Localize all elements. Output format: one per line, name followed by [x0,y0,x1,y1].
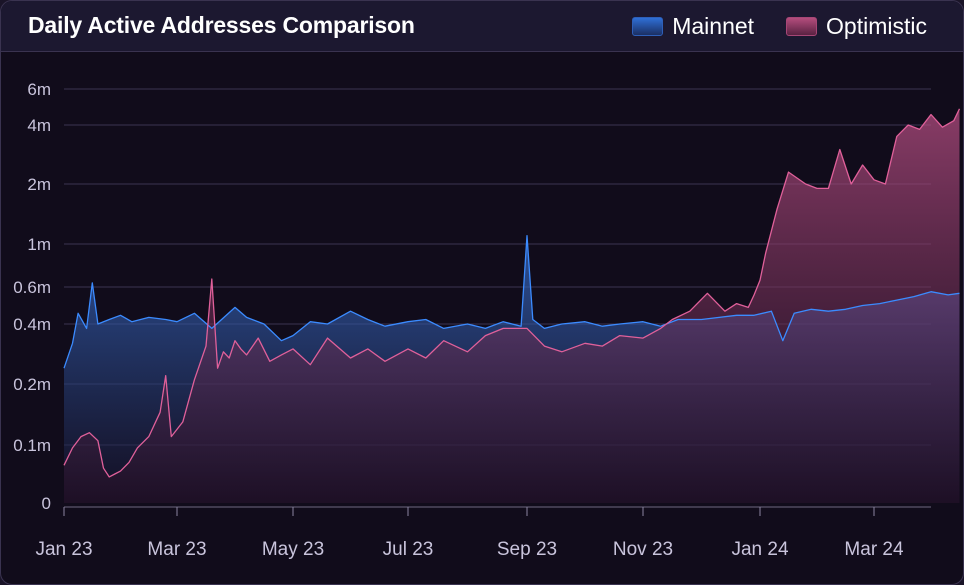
y-tick-label: 1m [27,235,51,254]
series-areas [64,108,960,504]
y-tick-label: 4m [27,116,51,135]
series-lines [63,108,961,478]
legend-item-optimistic[interactable]: Optimistic [786,13,927,40]
x-tick-label: Jan 24 [731,539,788,560]
y-tick-label: 0.1m [13,436,51,455]
y-tick-label: 0.4m [13,315,51,334]
y-tick-label: 2m [27,175,51,194]
legend-label-optimistic: Optimistic [826,13,927,39]
chart-title: Daily Active Addresses Comparison [28,12,415,38]
legend: Mainnet Optimistic [632,13,927,40]
legend-label-mainnet: Mainnet [672,13,755,39]
series-line-optimistic [63,108,961,478]
y-tick-label: 6m [27,80,51,99]
y-axis: 0 0.1m 0.2m 0.4m 0.6m 1m 2m 4m 6m [13,80,51,513]
x-tick-label: Jul 23 [383,539,434,560]
legend-swatch-mainnet [632,17,664,36]
x-tick-label: May 23 [262,539,324,560]
x-tick-label: Sep 23 [497,539,557,560]
series-line-mainnet [63,235,960,369]
series-area-optimistic [64,108,960,504]
x-tick-label: Mar 24 [844,539,904,560]
x-tick-label: Mar 23 [147,539,206,560]
y-tick-label: 0.6m [13,278,51,297]
legend-item-mainnet[interactable]: Mainnet [632,13,754,40]
y-tick-label: 0 [42,494,51,513]
legend-swatch-optimistic [786,17,818,36]
x-tick-label: Jan 23 [35,539,92,560]
chart-header: Daily Active Addresses Comparison Mainne… [1,1,963,52]
x-axis: Jan 23 Mar 23 May 23 Jul 23 Sep 23 Nov 23 Jan … [35,506,931,560]
y-tick-label: 0.2m [13,375,51,394]
x-tick-label: Nov 23 [613,539,673,560]
